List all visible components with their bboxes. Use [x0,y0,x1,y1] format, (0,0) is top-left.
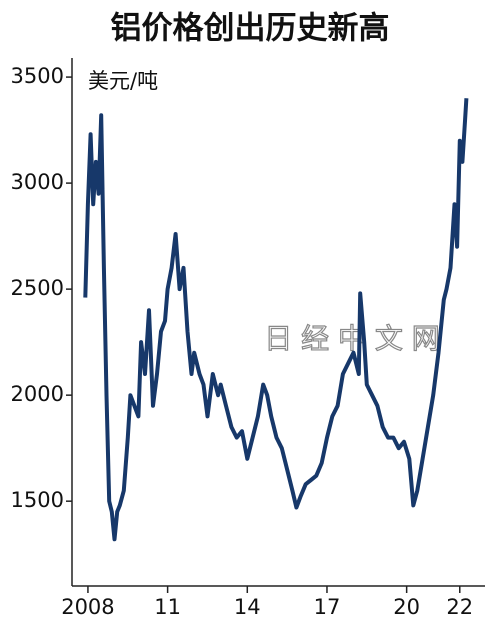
x-tick-label: 22 [446,595,473,619]
chart-title: 铝价格创出历史新高 [111,11,390,47]
x-tick-label: 2008 [61,595,114,619]
y-tick-label: 2000 [11,382,64,406]
y-tick-label: 2500 [11,276,64,300]
y-axis-label: 美元/吨 [88,69,158,93]
watermark: 日 经 中 文 网 [264,322,440,355]
y-tick-label: 3000 [11,170,64,194]
y-tick-label: 3500 [11,64,64,88]
y-tick-label: 1500 [11,488,64,512]
price-line [83,98,469,542]
x-tick-label: 14 [234,595,261,619]
x-tick-label: 20 [393,595,420,619]
x-tick-label: 17 [314,595,341,619]
x-tick-label: 11 [154,595,181,619]
